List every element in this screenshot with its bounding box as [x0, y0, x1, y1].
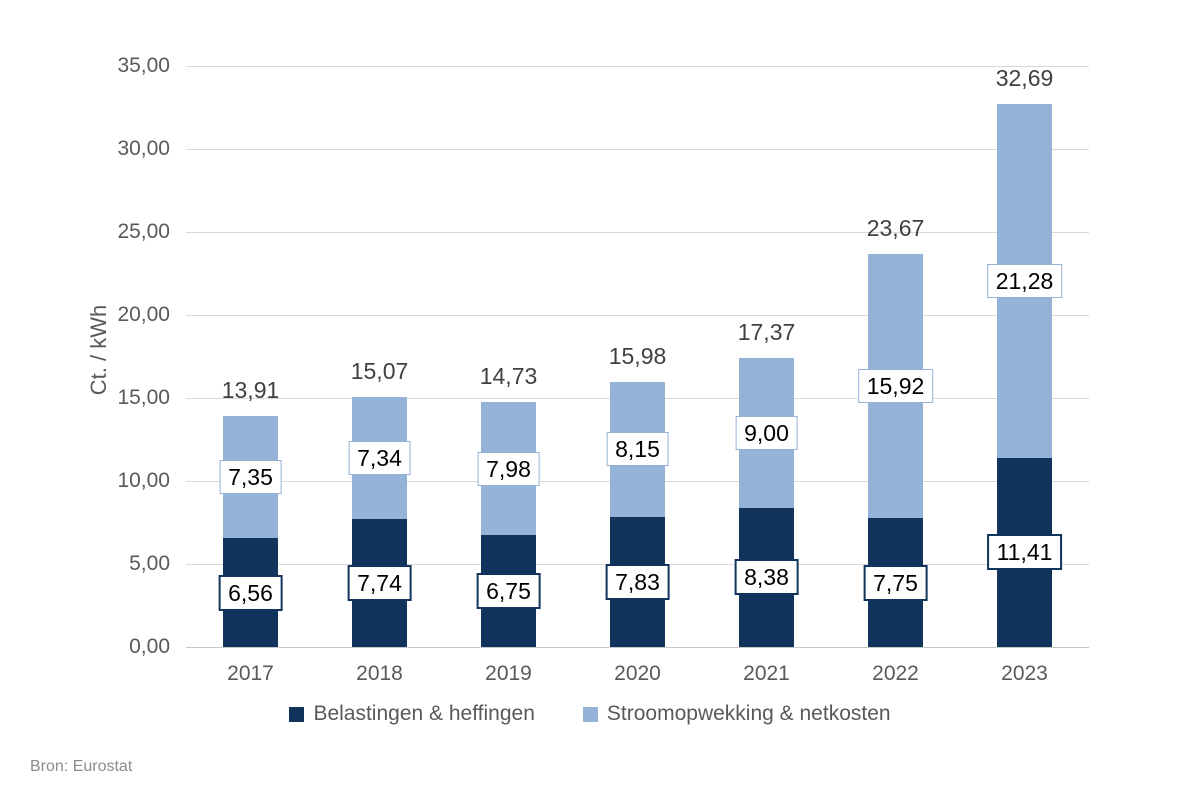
legend-item-stroomopwekking: Stroomopwekking & netkosten — [582, 702, 891, 726]
value-label-belastingen-2023: 11,41 — [986, 534, 1063, 571]
value-label-stroomopwekking-2023: 21,28 — [986, 263, 1063, 298]
legend: Belastingen & heffingen Stroomopwekking &… — [150, 702, 1030, 726]
value-label-stroomopwekking-2022: 15,92 — [857, 369, 934, 404]
x-tick-label-2019: 2019 — [485, 662, 532, 685]
x-tick-label-2023: 2023 — [1001, 662, 1048, 685]
value-label-stroomopwekking-2020: 8,15 — [606, 432, 669, 467]
total-label-2019: 14,73 — [479, 363, 538, 390]
legend-label: Stroomopwekking & netkosten — [606, 702, 891, 725]
x-axis-line — [186, 647, 1089, 648]
y-tick-label: 10,00 — [117, 469, 170, 492]
value-label-stroomopwekking-2021: 9,00 — [735, 416, 798, 451]
x-tick-label-2020: 2020 — [614, 662, 661, 685]
total-label-2023: 32,69 — [995, 65, 1054, 92]
value-label-belastingen-2019: 6,75 — [476, 572, 541, 609]
legend-marker-icon — [289, 706, 305, 722]
value-label-stroomopwekking-2017: 7,35 — [219, 460, 282, 495]
total-label-2018: 15,07 — [350, 357, 409, 384]
gridline — [186, 232, 1089, 233]
y-tick-label: 25,00 — [117, 220, 170, 243]
gridline — [186, 149, 1089, 150]
value-label-belastingen-2018: 7,74 — [347, 564, 412, 601]
total-label-2020: 15,98 — [608, 342, 667, 369]
source-note: Bron: Eurostat — [30, 758, 133, 775]
legend-item-belastingen: Belastingen & heffingen — [289, 702, 535, 726]
value-label-belastingen-2017: 6,56 — [218, 574, 283, 611]
y-tick-label: 30,00 — [117, 137, 170, 160]
y-tick-label: 5,00 — [129, 552, 170, 575]
value-label-belastingen-2022: 7,75 — [863, 564, 928, 601]
y-tick-label: 35,00 — [117, 54, 170, 77]
x-tick-label-2017: 2017 — [227, 662, 274, 685]
y-tick-label: 20,00 — [117, 303, 170, 326]
value-label-stroomopwekking-2018: 7,34 — [348, 440, 411, 475]
y-tick-label: 15,00 — [117, 386, 170, 409]
legend-marker-icon — [582, 706, 598, 722]
value-label-stroomopwekking-2019: 7,98 — [477, 451, 540, 486]
y-tick-label: 0,00 — [129, 635, 170, 658]
legend-label: Belastingen & heffingen — [313, 702, 535, 725]
gridline — [186, 315, 1089, 316]
total-label-2017: 13,91 — [221, 377, 280, 404]
x-tick-label-2021: 2021 — [743, 662, 790, 685]
total-label-2022: 23,67 — [866, 215, 925, 242]
total-label-2021: 17,37 — [737, 319, 796, 346]
value-label-belastingen-2020: 7,83 — [605, 564, 670, 600]
gridline — [186, 66, 1089, 67]
value-label-belastingen-2021: 8,38 — [734, 559, 799, 596]
x-tick-label-2022: 2022 — [872, 662, 919, 685]
x-tick-label-2018: 2018 — [356, 662, 403, 685]
